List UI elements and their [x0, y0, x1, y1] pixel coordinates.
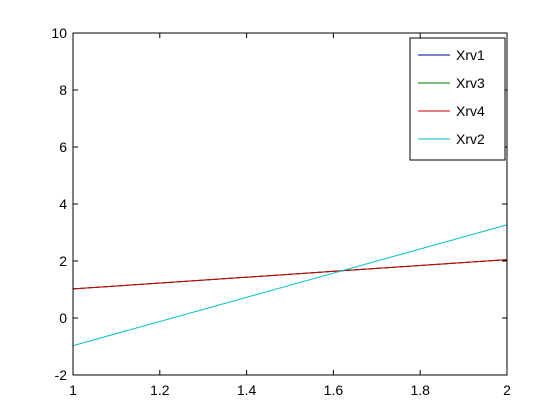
y-tick-label: 4 — [59, 196, 67, 212]
y-tick-label: -2 — [55, 367, 68, 383]
legend-label-xrv3: Xrv3 — [456, 75, 485, 91]
y-tick-label: 10 — [51, 25, 67, 41]
x-tick-label: 1.6 — [324, 382, 344, 398]
series-line-xrv4 — [73, 259, 507, 290]
y-tick-label: 8 — [59, 82, 67, 98]
x-tick-label: 1.4 — [237, 382, 257, 398]
x-tick-label: 1.8 — [410, 382, 430, 398]
legend-label-xrv1: Xrv1 — [456, 47, 485, 63]
legend-label-xrv2: Xrv2 — [456, 131, 485, 147]
y-tick-label: 6 — [59, 139, 67, 155]
x-tick-label: 1 — [69, 382, 77, 398]
y-tick-label: 2 — [59, 253, 67, 269]
series-line-xrv2 — [73, 224, 507, 347]
x-tick-label: 1.2 — [150, 382, 170, 398]
legend-label-xrv4: Xrv4 — [456, 103, 485, 119]
x-tick-label: 2 — [503, 382, 511, 398]
series-layer — [73, 224, 507, 347]
axes-layer: 1 1.2 1.4 1.6 1.8 2 -2 0 2 4 6 8 10 — [51, 25, 511, 398]
y-tick-label: 0 — [59, 310, 67, 326]
legend: Xrv1 Xrv3 Xrv4 Xrv2 — [409, 37, 506, 161]
legend-box — [409, 37, 506, 161]
